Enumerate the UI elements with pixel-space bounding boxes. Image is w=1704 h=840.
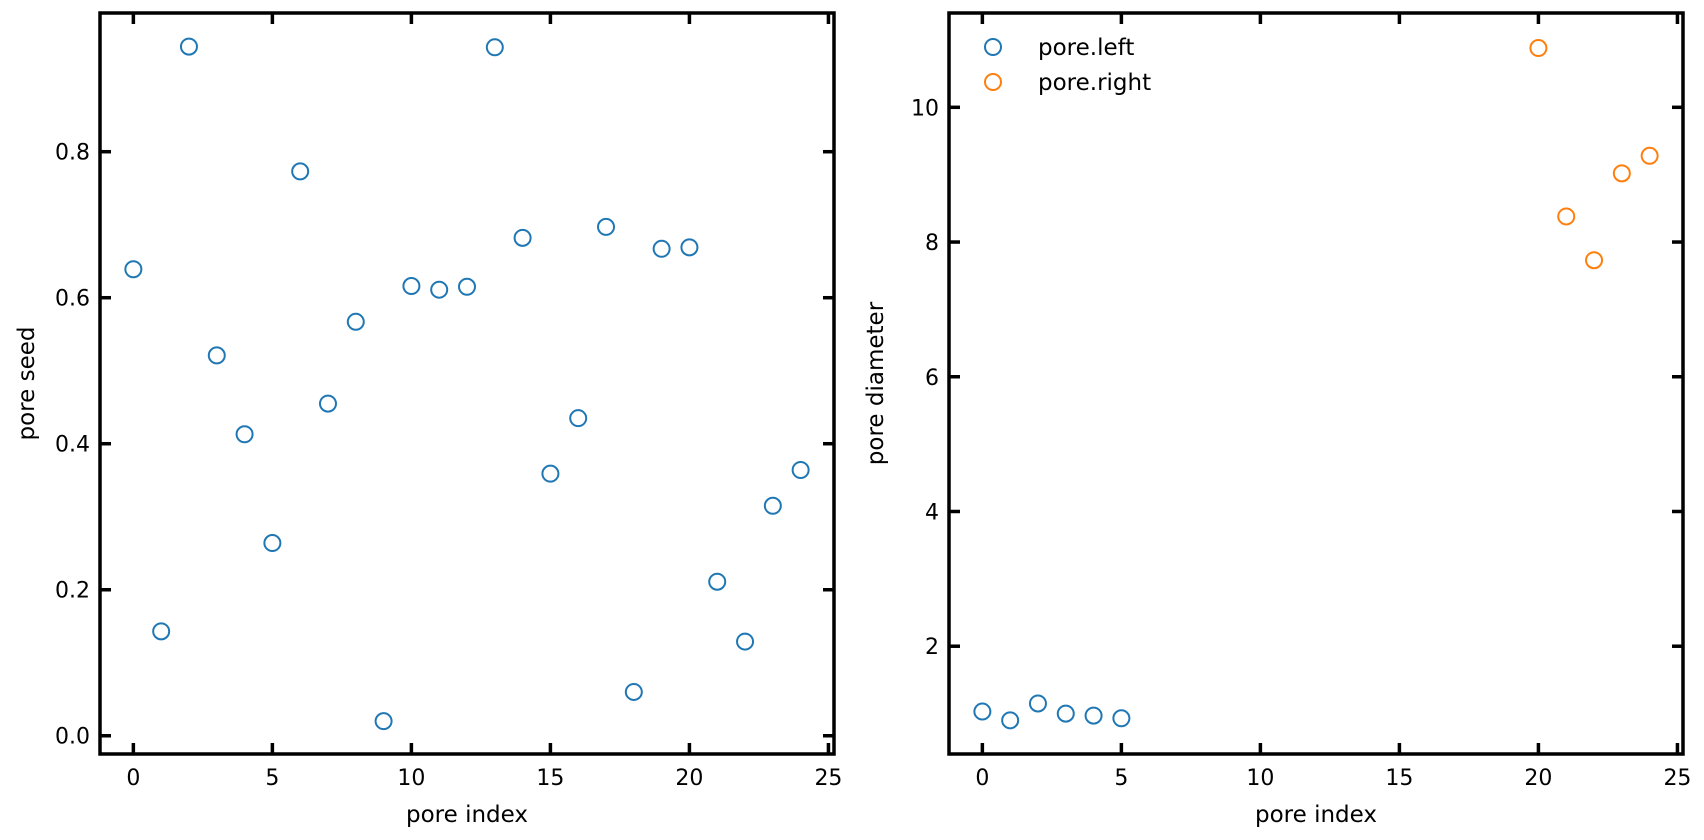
x-tick-label: 15 [1385,766,1413,791]
data-point [374,712,393,731]
data-point-pore-right [1640,146,1659,165]
y-tick-label: 4 [925,500,939,525]
axes-frame [98,11,836,756]
data-point [624,682,643,701]
data-point [597,217,616,236]
data-point [235,425,254,444]
data-point [791,461,810,480]
data-point [318,394,337,413]
x-tick-label: 25 [1663,766,1691,791]
data-point-pore-left [1112,709,1131,728]
data-point-pore-left [973,702,992,721]
y-tick-label: 10 [911,96,939,121]
data-point-pore-left [1001,711,1020,730]
y-axis-label: pore diameter [863,301,889,465]
data-point [291,162,310,181]
data-point [485,38,504,57]
data-point [541,464,560,483]
data-point [263,534,282,553]
x-tick-label: 20 [1524,766,1552,791]
legend-label-pore-left: pore.left [1038,35,1134,61]
axes-frame [947,11,1685,756]
y-tick-label: 0.0 [55,725,90,750]
y-axis-label: pore seed [14,327,40,441]
data-point-pore-left [1028,694,1047,713]
x-tick-label: 5 [1114,766,1128,791]
legend-label-pore-right: pore.right [1038,70,1151,96]
left-scatter-panel: 0 5 10 15 20 25 0.0 0.2 0.4 0.6 0.8 pore index pore … [14,11,842,828]
data-point [207,346,226,365]
data-point-pore-right [1529,39,1548,58]
data-point [430,280,449,299]
data-point [569,409,588,428]
data-point [680,238,699,257]
data-point [124,260,143,279]
data-point [458,277,476,296]
right-scatter-panel: 0 5 10 15 20 25 2 4 6 8 10 pore index pore diameter p… [863,11,1691,828]
x-tick-label: 0 [126,766,140,791]
y-tick-label: 0.4 [55,433,90,458]
x-tick-label: 25 [814,766,842,791]
x-tick-label: 20 [675,766,703,791]
y-tick-label: 0.8 [55,141,90,166]
data-point [179,37,198,56]
data-point [708,572,727,591]
data-point [152,622,171,641]
y-tick-label: 6 [925,366,939,391]
data-point [402,277,421,296]
y-tick-label: 0.2 [55,579,90,604]
x-tick-label: 10 [397,766,425,791]
x-tick-label: 10 [1246,766,1274,791]
data-point [652,239,671,258]
data-point [736,632,755,651]
x-tick-label: 0 [975,766,989,791]
legend-marker-pore-right [984,73,1002,91]
data-point [513,228,532,247]
data-point-pore-right [1585,251,1604,270]
data-point-pore-left [1056,704,1075,723]
x-axis-label: pore index [406,802,528,828]
data-point-pore-left [1084,706,1103,725]
legend-marker-pore-left [984,38,1002,56]
data-point [763,496,782,515]
x-tick-label: 15 [536,766,564,791]
data-point-pore-right [1557,207,1576,226]
data-point [346,312,365,331]
x-tick-label: 5 [265,766,279,791]
y-tick-label: 0.6 [55,287,90,312]
data-point-pore-right [1612,164,1631,183]
y-tick-label: 2 [925,635,939,660]
x-axis-label: pore index [1255,802,1377,828]
y-tick-label: 8 [925,231,939,256]
